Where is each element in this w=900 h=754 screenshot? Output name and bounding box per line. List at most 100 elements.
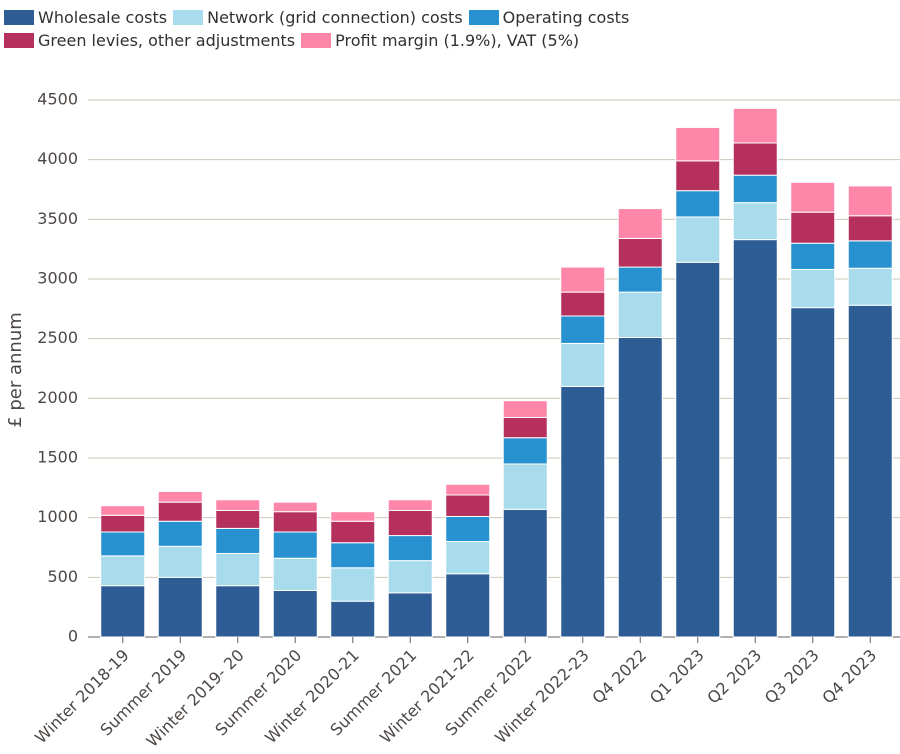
- legend-item: Wholesale costs: [4, 8, 167, 27]
- bar-segment: [790, 268, 836, 309]
- bar-segment: [732, 107, 778, 144]
- bar-segment: [272, 557, 318, 591]
- legend-item: Profit margin (1.9%), VAT (5%): [301, 31, 579, 50]
- bar-segment: [387, 560, 433, 594]
- bar-segment: [387, 499, 433, 512]
- y-tick-label: 1000: [37, 507, 78, 526]
- bar-segment: [732, 239, 778, 638]
- bar-segment: [675, 261, 721, 638]
- bar-segment: [157, 576, 203, 638]
- legend-label: Green levies, other adjustments: [38, 31, 296, 50]
- y-tick-label: 4000: [37, 149, 78, 168]
- bar-segment: [560, 266, 606, 293]
- legend-label: Profit margin (1.9%), VAT (5%): [335, 31, 580, 50]
- bar-segment: [502, 508, 548, 638]
- bar-segment: [847, 215, 893, 242]
- x-tick-label: Q2 2023: [703, 646, 765, 708]
- bar-segment: [330, 600, 376, 638]
- bar-segment: [157, 490, 203, 503]
- bar-segment: [617, 208, 663, 239]
- bar-segment: [847, 304, 893, 638]
- y-tick-label: 4500: [37, 90, 78, 109]
- bar-segment: [675, 160, 721, 192]
- bar-segment: [617, 291, 663, 338]
- legend-label: Operating costs: [502, 8, 630, 27]
- bar-segment: [215, 527, 261, 554]
- bar-segment: [675, 190, 721, 218]
- bar-segment: [560, 291, 606, 317]
- bar-segment: [215, 499, 261, 512]
- bar-segment: [790, 242, 836, 270]
- y-tick-label: 500: [47, 567, 78, 586]
- bar-segment: [445, 483, 491, 496]
- legend-swatch: [4, 10, 34, 25]
- y-tick-label: 0: [68, 627, 78, 646]
- legend-swatch: [4, 33, 34, 48]
- bar-segment: [847, 240, 893, 269]
- bar-segment: [847, 267, 893, 306]
- bar-segment: [502, 437, 548, 465]
- bar-segment: [790, 211, 836, 244]
- bar-segment: [157, 501, 203, 522]
- bar-segment: [847, 185, 893, 217]
- x-tick-label: Q4 2023: [818, 646, 880, 708]
- bar-segment: [732, 142, 778, 176]
- x-tick-label: Q1 2023: [646, 646, 708, 708]
- bar-segment: [157, 520, 203, 547]
- bar-segment: [445, 541, 491, 575]
- y-tick-label: 3500: [37, 209, 78, 228]
- bar-segment: [502, 463, 548, 510]
- x-tick-label: Winter 2019- 20: [143, 646, 248, 751]
- bar-segment: [560, 315, 606, 344]
- bar-segment: [617, 237, 663, 268]
- bar-segment: [675, 126, 721, 162]
- legend-label: Wholesale costs: [38, 8, 168, 27]
- bar-segment: [617, 336, 663, 638]
- x-tick-label: Q4 2022: [588, 646, 650, 708]
- legend-swatch: [173, 10, 204, 25]
- legend: Wholesale costs Network (grid connection)…: [4, 8, 900, 50]
- bar-segment: [215, 585, 261, 638]
- bar-segment: [100, 505, 146, 516]
- y-tick-label: 3000: [37, 269, 78, 288]
- bar-segment: [100, 531, 146, 557]
- bar-segment: [502, 416, 548, 439]
- y-tick-label: 2000: [37, 388, 78, 407]
- legend-item: Operating costs: [468, 8, 630, 27]
- bar-segment: [215, 510, 261, 529]
- bar-segment: [732, 174, 778, 204]
- bar-segment: [330, 567, 376, 602]
- bar-segment: [675, 216, 721, 263]
- bar-segment: [100, 585, 146, 638]
- bar-segment: [617, 266, 663, 293]
- bar-segment: [387, 535, 433, 562]
- bar-segment: [790, 181, 836, 213]
- legend-swatch: [301, 33, 332, 48]
- bar-segment: [330, 542, 376, 569]
- legend-swatch: [468, 10, 499, 25]
- bar-segment: [502, 400, 548, 418]
- x-tick-label: Q3 2023: [761, 646, 823, 708]
- legend-label: Network (grid connection) costs: [207, 8, 463, 27]
- bar-segment: [330, 511, 376, 522]
- bar-segment: [157, 545, 203, 578]
- bar-segment: [445, 494, 491, 517]
- bar-segment: [445, 515, 491, 543]
- bar-segment: [272, 501, 318, 513]
- x-tick-label: Winter 2018-19: [31, 646, 133, 748]
- bar-segment: [445, 573, 491, 638]
- y-axis-title: £ per annum: [5, 312, 26, 428]
- bar-segment: [215, 552, 261, 587]
- y-tick-label: 2500: [37, 328, 78, 347]
- bar-segment: [560, 342, 606, 387]
- bar-segment: [100, 514, 146, 533]
- bar-segment: [100, 555, 146, 587]
- bar-segment: [387, 510, 433, 537]
- bar-segment: [560, 385, 606, 638]
- bar-segment: [272, 531, 318, 559]
- bar-segment: [732, 202, 778, 241]
- bar-segment: [272, 589, 318, 638]
- legend-item: Green levies, other adjustments: [4, 31, 295, 50]
